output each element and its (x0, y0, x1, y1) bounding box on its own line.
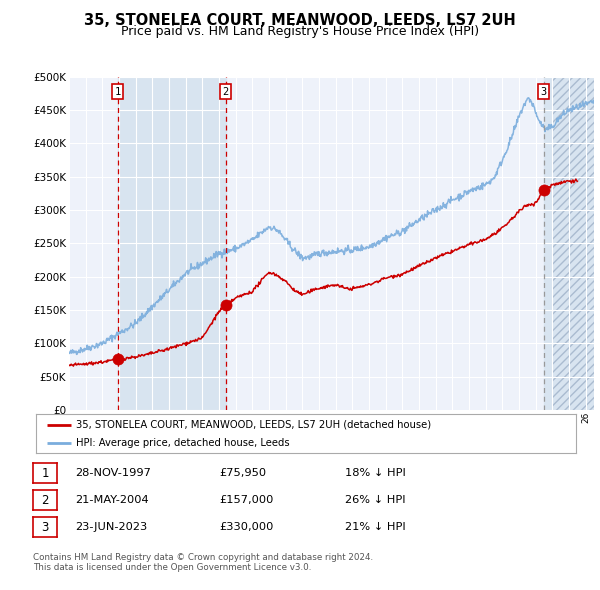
Text: 3: 3 (541, 87, 547, 97)
Text: 35, STONELEA COURT, MEANWOOD, LEEDS, LS7 2UH: 35, STONELEA COURT, MEANWOOD, LEEDS, LS7… (84, 13, 516, 28)
Text: £75,950: £75,950 (219, 468, 266, 478)
Text: 1: 1 (41, 467, 49, 480)
Text: HPI: Average price, detached house, Leeds: HPI: Average price, detached house, Leed… (77, 438, 290, 448)
Bar (553, 77, 594, 410)
Text: 2: 2 (41, 494, 49, 507)
Text: 21% ↓ HPI: 21% ↓ HPI (345, 523, 406, 532)
Text: Contains HM Land Registry data © Crown copyright and database right 2024.: Contains HM Land Registry data © Crown c… (33, 553, 373, 562)
Text: 21-MAY-2004: 21-MAY-2004 (75, 496, 149, 505)
Text: 1: 1 (115, 87, 121, 97)
Text: 26% ↓ HPI: 26% ↓ HPI (345, 496, 406, 505)
Text: 35, STONELEA COURT, MEANWOOD, LEEDS, LS7 2UH (detached house): 35, STONELEA COURT, MEANWOOD, LEEDS, LS7… (77, 420, 431, 430)
Text: 2: 2 (223, 87, 229, 97)
Text: 3: 3 (41, 521, 49, 534)
Text: Price paid vs. HM Land Registry's House Price Index (HPI): Price paid vs. HM Land Registry's House … (121, 25, 479, 38)
Text: 28-NOV-1997: 28-NOV-1997 (75, 468, 151, 478)
Bar (544, 77, 594, 410)
Text: £330,000: £330,000 (219, 523, 274, 532)
Text: This data is licensed under the Open Government Licence v3.0.: This data is licensed under the Open Gov… (33, 563, 311, 572)
Bar (118, 77, 226, 410)
Text: 23-JUN-2023: 23-JUN-2023 (75, 523, 147, 532)
Text: 18% ↓ HPI: 18% ↓ HPI (345, 468, 406, 478)
Text: £157,000: £157,000 (219, 496, 274, 505)
